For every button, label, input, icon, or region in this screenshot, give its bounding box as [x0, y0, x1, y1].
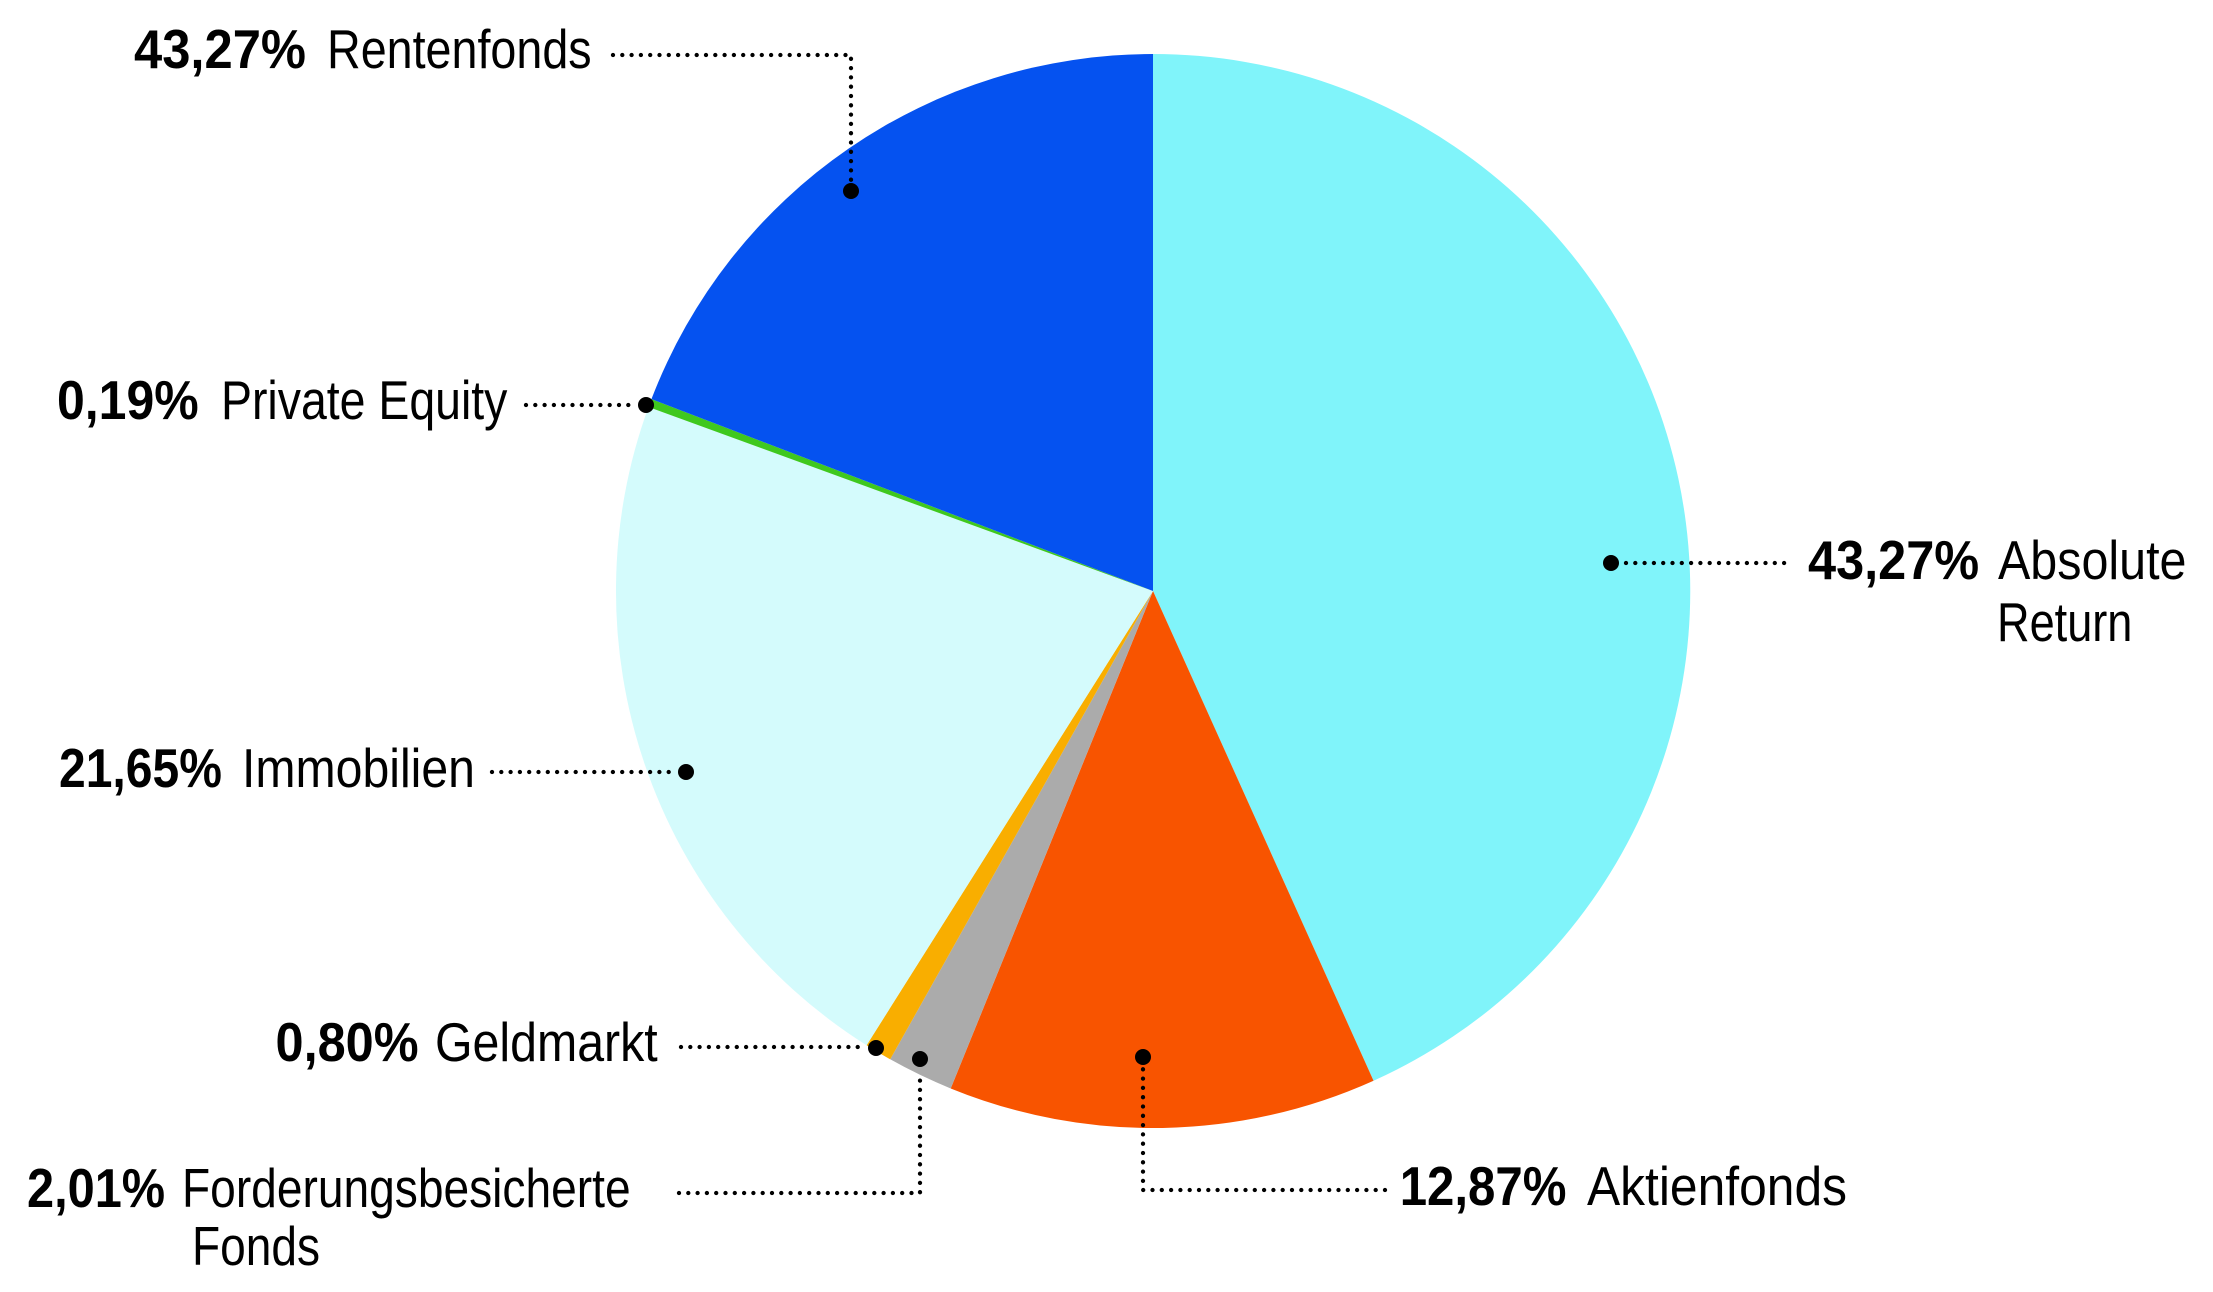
svg-text:0,19%: 0,19% [57, 369, 199, 431]
svg-text:Absolute: Absolute [1998, 529, 2187, 591]
svg-text:Forderungsbesicherte: Forderungsbesicherte [182, 1157, 631, 1219]
svg-text:Geldmarkt: Geldmarkt [435, 1011, 658, 1073]
svg-text:12,87%: 12,87% [1400, 1155, 1567, 1217]
svg-text:Aktienfonds: Aktienfonds [1587, 1155, 1847, 1217]
svg-text:43,27%: 43,27% [1808, 529, 1979, 591]
svg-text:Fonds: Fonds [192, 1215, 320, 1277]
svg-text:0,80%: 0,80% [276, 1011, 419, 1073]
svg-text:Private Equity: Private Equity [221, 369, 508, 431]
svg-text:43,27%: 43,27% [134, 18, 306, 80]
svg-text:21,65%: 21,65% [59, 737, 222, 799]
svg-text:Immobilien: Immobilien [242, 737, 475, 799]
svg-text:Rentenfonds: Rentenfonds [327, 18, 592, 80]
svg-text:2,01%: 2,01% [27, 1157, 165, 1219]
svg-text:Return: Return [1997, 591, 2132, 653]
